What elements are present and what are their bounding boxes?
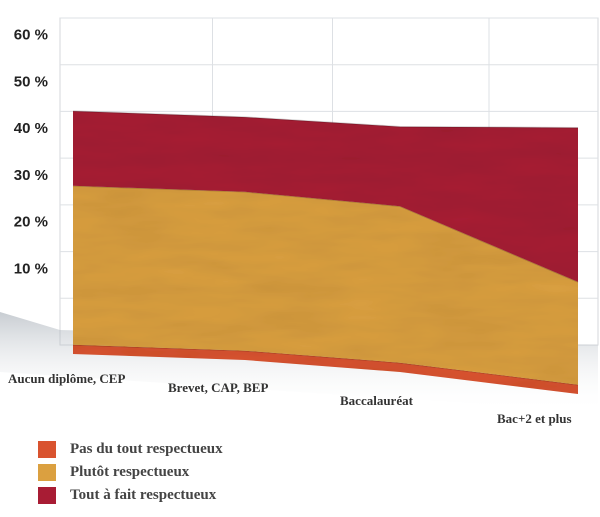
area-series-3	[73, 111, 578, 282]
y-tick-label: 50 %	[14, 73, 48, 90]
area-series-edge	[72, 110, 579, 129]
y-tick-label: 20 %	[14, 214, 48, 231]
y-tick-label: 30 %	[14, 167, 48, 184]
area-series-1	[73, 344, 578, 394]
legend-label: Plutôt respectueux	[70, 464, 190, 480]
x-tick-label: Aucun diplôme, CEP	[8, 371, 125, 386]
legend: Pas du tout respectueux Plutôt respectueu…	[38, 438, 223, 507]
x-tick-label: Baccalauréat	[340, 393, 414, 408]
legend-item: Pas du tout respectueux	[38, 438, 223, 461]
legend-label: Pas du tout respectueux	[70, 441, 223, 457]
legend-item: Plutôt respectueux	[38, 461, 223, 484]
x-tick-label: Brevet, CAP, BEP	[168, 380, 268, 395]
legend-item: Tout à fait respectueux	[38, 484, 223, 507]
area-series-2	[73, 185, 578, 385]
x-tick-label: Bac+2 et plus	[497, 411, 572, 426]
legend-swatch	[38, 441, 56, 458]
y-tick-label: 40 %	[14, 120, 48, 137]
y-tick-label: 60 %	[14, 27, 48, 44]
legend-swatch	[38, 464, 56, 481]
legend-swatch	[38, 487, 56, 504]
y-tick-label: 10 %	[14, 260, 48, 277]
legend-label: Tout à fait respectueux	[70, 487, 217, 503]
